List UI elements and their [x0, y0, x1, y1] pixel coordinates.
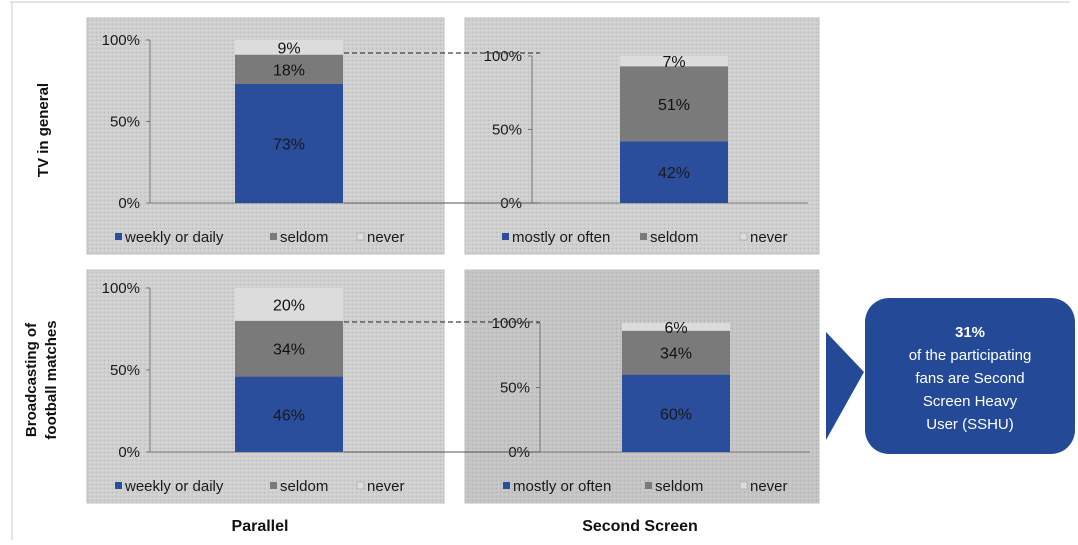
column-label-parallel: Parallel: [232, 518, 289, 535]
legend-swatch: [502, 233, 509, 240]
bar-segment-weekly-or-daily: [235, 84, 343, 203]
callout-headline: 31%: [955, 324, 985, 341]
bar-segment-seldom: [235, 320, 343, 377]
chart-panel-3: 0% 50% 100% 46% 34% 20% weekly or daily seldom n…: [86, 269, 445, 504]
bar-segment-weekly-or-daily: [235, 376, 343, 452]
y-tick-label: 100%: [102, 32, 140, 49]
callout-arrow: [826, 332, 864, 440]
data-label: 34%: [660, 346, 692, 363]
legend-label: mostly or often: [512, 229, 610, 246]
bar-segment-never: [622, 323, 730, 331]
row-label-broadcasting-1: Broadcasting of: [23, 322, 40, 437]
bar-segment-mostly-or-often: [622, 374, 730, 452]
legend-swatch: [739, 232, 748, 241]
data-label: 73%: [273, 137, 305, 154]
callout-line-4: User (SSHU): [926, 416, 1014, 433]
data-label: 9%: [277, 40, 300, 57]
legend-label: never: [367, 478, 405, 495]
data-label: 34%: [273, 342, 305, 359]
bar-segment-never: [235, 40, 343, 55]
data-label: 20%: [273, 297, 305, 314]
callout-box: [865, 298, 1075, 454]
y-tick-label: 50%: [110, 114, 140, 131]
data-label: 7%: [662, 54, 685, 71]
row-label-tv: TV in general: [35, 83, 52, 177]
legend-label: seldom: [655, 478, 703, 495]
callout-line-2: fans are Second: [915, 370, 1024, 387]
legend-label: weekly or daily: [124, 229, 224, 246]
bar-segment-never: [620, 56, 728, 67]
data-label: 51%: [658, 97, 690, 114]
legend-swatch: [270, 233, 277, 240]
legend-swatch: [503, 482, 510, 489]
y-tick-label: 50%: [500, 380, 530, 397]
bar-segment-seldom: [620, 66, 728, 142]
chart-panels: 0% 50% 100% 73% 18% 9% weekly or daily seldom ne…: [86, 17, 820, 504]
chart-panel-1: 0% 50% 100% 73% 18% 9% weekly or daily seldom ne…: [86, 17, 445, 255]
legend-label: weekly or daily: [124, 478, 224, 495]
legend-swatch: [645, 482, 652, 489]
legend-label: never: [750, 478, 788, 495]
legend-label: mostly or often: [513, 478, 611, 495]
data-label: 42%: [658, 165, 690, 182]
y-tick-label: 0%: [118, 195, 140, 212]
data-label: 60%: [660, 406, 692, 423]
legend-swatch: [115, 482, 122, 489]
y-tick-label: 100%: [492, 315, 530, 332]
legend-swatch: [356, 481, 365, 490]
legend-swatch: [115, 233, 122, 240]
y-tick-label: 100%: [484, 48, 522, 65]
legend-label: seldom: [650, 229, 698, 246]
bar-segment-seldom: [622, 330, 730, 375]
legend-label: seldom: [280, 229, 328, 246]
callout-line-3: Screen Heavy: [923, 393, 1018, 410]
y-tick-label: 50%: [492, 122, 522, 139]
legend-swatch: [739, 481, 748, 490]
legend-swatch: [270, 482, 277, 489]
row-label-broadcasting-2: football matches: [43, 320, 60, 439]
bar-segment-mostly-or-often: [620, 141, 728, 203]
legend-swatch: [356, 232, 365, 241]
chart-panel-4: 0%50%100%60%34%6%mostly or often seldom ne…: [464, 269, 820, 504]
y-tick-label: 50%: [110, 362, 140, 379]
data-label: 6%: [664, 320, 687, 337]
legend-label: never: [367, 229, 405, 246]
legend-label: never: [750, 229, 788, 246]
y-tick-label: 0%: [118, 444, 140, 461]
y-tick-label: 100%: [102, 280, 140, 297]
bar-segment-never: [235, 288, 343, 321]
legend-swatch: [640, 233, 647, 240]
legend-label: seldom: [280, 478, 328, 495]
data-label: 46%: [273, 407, 305, 424]
callout-line-1: of the participating: [909, 347, 1032, 364]
chart-panel-2: 0%50%100%42%51%7%mostly or often seldom ne…: [464, 17, 820, 255]
data-label: 18%: [273, 62, 305, 79]
column-label-second-screen: Second Screen: [582, 518, 698, 535]
bar-segment-seldom: [235, 54, 343, 85]
